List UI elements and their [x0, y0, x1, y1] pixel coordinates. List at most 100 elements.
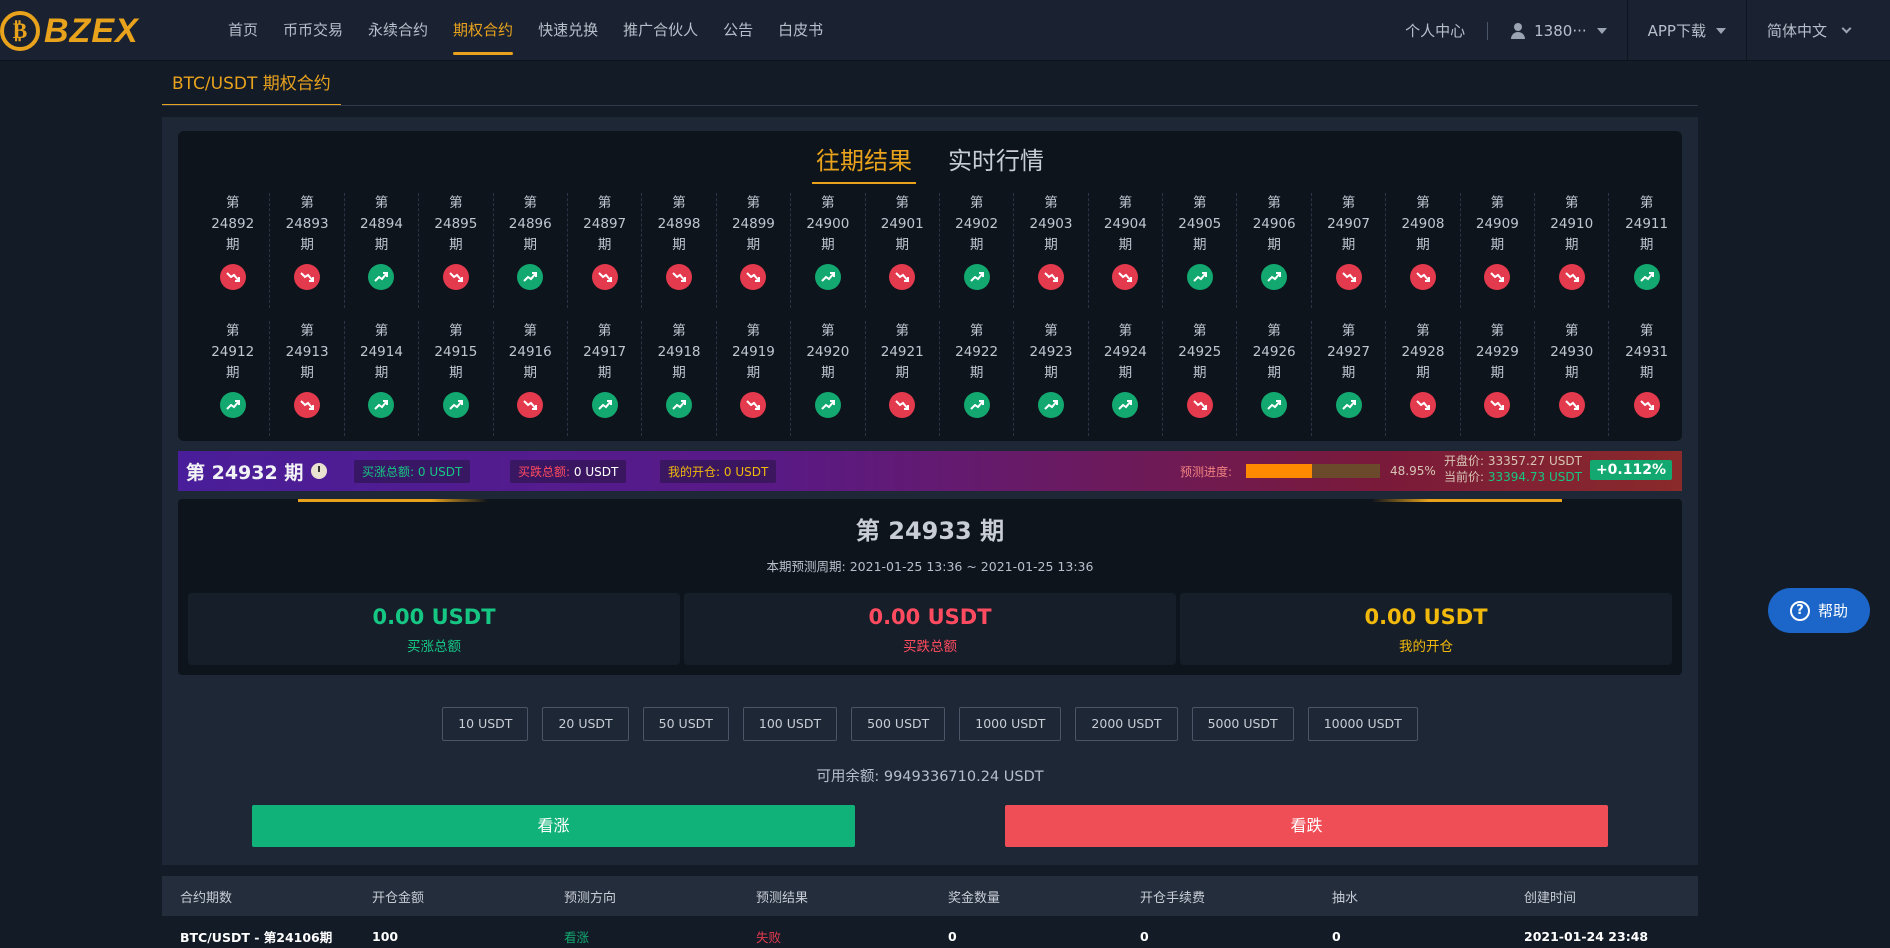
period-cell: 第 24895 期 [419, 193, 494, 308]
bitcoin-coin-icon: ₿ [0, 11, 40, 51]
period-cell: 第 24906 期 [1237, 193, 1312, 308]
period-suffix: 期 [746, 237, 761, 253]
help-button[interactable]: ? 帮助 [1768, 588, 1870, 633]
current-price-value: 33394.73 USDT [1487, 470, 1582, 484]
total-box: 0.00 USDT 我的开仓 [1180, 593, 1672, 665]
period-cell: 第 24925 期 [1163, 321, 1238, 436]
buy-up-total-label: 买涨总额: [362, 464, 415, 479]
trend-up-icon [814, 392, 841, 418]
period-prefix: 第 [1341, 195, 1356, 211]
period-number: 24931 [1625, 344, 1669, 360]
language-select[interactable]: 简体中文 [1767, 20, 1852, 41]
amount-button[interactable]: 100 USDT [742, 707, 838, 741]
period-number: 24916 [508, 344, 552, 360]
nav-item[interactable]: 首页 [228, 21, 259, 39]
buy-up-button[interactable]: 看涨 [252, 805, 855, 847]
app-download-menu[interactable]: APP下载 [1648, 20, 1726, 41]
buy-down-button[interactable]: 看跌 [1005, 805, 1608, 847]
period-suffix: 期 [523, 365, 538, 381]
period-number: 24930 [1550, 344, 1594, 360]
total-label: 买跌总额 [903, 639, 957, 655]
trend-down-icon [219, 264, 246, 290]
period-prefix: 第 [449, 323, 463, 339]
amount-button[interactable]: 10 USDT [442, 707, 529, 741]
period-prefix: 第 [300, 323, 314, 339]
trend-up-icon [1037, 392, 1064, 418]
period-prefix: 第 [895, 195, 909, 211]
table-cell: 0 [948, 928, 957, 944]
nav-item[interactable]: 永续合约 [368, 21, 429, 39]
options-panel: 往期结果 实时行情 第 24892 期第 24893 期第 24894 期第 24895 期第 24… [162, 117, 1698, 865]
brand-logo[interactable]: ₿ BZEX [0, 8, 139, 54]
trend-down-icon [1112, 264, 1139, 290]
nav-item[interactable]: 币币交易 [283, 21, 344, 39]
period-number: 24924 [1103, 344, 1147, 360]
period-results-grid: 第 24892 期第 24893 期第 24894 期第 24895 期第 24896 期第 2489… [196, 193, 1684, 449]
open-price-value: 33357.27 USDT [1487, 454, 1582, 468]
column-header: 奖金数量 [948, 890, 1001, 906]
table-cell: BTC/USDT - 第24106期 [180, 929, 333, 945]
period-prefix: 第 [1564, 195, 1579, 211]
table-header: 合约期数 开仓金额 预测方向 预测结果 奖金数量 开仓手续费 抽水 创建时间 [162, 876, 1698, 916]
period-number: 24918 [657, 344, 701, 360]
nav-item[interactable]: 期权合约 [453, 0, 514, 61]
nav-item[interactable]: 推广合伙人 [623, 21, 699, 39]
period-prefix: 第 [374, 323, 389, 339]
period-cell: 第 24917 期 [568, 321, 643, 436]
column-header: 开仓金额 [372, 890, 425, 906]
price-info: 开盘价: 33357.27 USDT 当前价: 33394.73 USDT [1444, 453, 1582, 485]
period-prefix: 第 [1490, 323, 1505, 339]
price-change-badge: +0.112% [1589, 460, 1672, 480]
total-value: 0.00 USDT [1364, 605, 1488, 629]
available-balance: 可用余额: 9949336710.24 USDT [816, 769, 1044, 785]
amount-button[interactable]: 5000 USDT [1191, 707, 1294, 741]
app-download-label: APP下载 [1647, 22, 1706, 40]
period-prefix: 第 [1490, 195, 1505, 211]
period-cell: 第 24898 期 [642, 193, 717, 308]
period-prefix: 第 [821, 195, 835, 211]
period-cell: 第 24921 期 [866, 321, 940, 436]
tab-history-1[interactable]: 实时行情 [948, 147, 1044, 175]
amount-button[interactable]: 2000 USDT [1075, 707, 1178, 741]
period-cell: 第 24923 期 [1014, 321, 1089, 436]
period-suffix: 期 [895, 365, 909, 381]
nav-item[interactable]: 快速兑换 [538, 21, 599, 39]
period-cell: 第 24920 期 [791, 321, 866, 436]
nav-item[interactable]: 公告 [723, 21, 754, 39]
my-position-value: 0 USDT [723, 464, 769, 479]
main-nav: 首页 币币交易 永续合约 期权合约 快速兑换 推广合伙人 公告 白皮书 [228, 0, 848, 61]
period-number: 24894 [360, 216, 403, 232]
period-number: 24927 [1327, 344, 1371, 360]
tab-history-0[interactable]: 往期结果 [812, 141, 916, 184]
amount-button[interactable]: 500 USDT [851, 707, 946, 741]
contract-tab[interactable]: BTC/USDT 期权合约 [162, 62, 341, 106]
period-prefix: 第 [1044, 195, 1058, 211]
period-prefix: 第 [597, 195, 612, 211]
period-cell: 第 24910 期 [1535, 193, 1610, 308]
nav-item[interactable]: 白皮书 [778, 21, 824, 39]
period-cell: 第 24930 期 [1535, 321, 1610, 436]
amount-button[interactable]: 20 USDT [542, 707, 629, 741]
period-prefix: 第 [746, 323, 761, 339]
amount-button[interactable]: 50 USDT [642, 707, 729, 741]
period-prefix: 第 [821, 323, 835, 339]
amount-button[interactable]: 10000 USDT [1307, 707, 1418, 741]
table-cell: 失败 [756, 929, 782, 945]
trend-down-icon [517, 392, 544, 418]
trend-up-icon [517, 264, 544, 290]
user-menu[interactable]: 1380··· [1510, 22, 1607, 40]
period-number: 24897 [583, 216, 627, 232]
period-cell: 第 24919 期 [717, 321, 792, 436]
tab-divider [162, 105, 1698, 106]
period-cell: 第 24897 期 [568, 193, 643, 308]
period-cell: 第 24918 期 [642, 321, 717, 436]
period-cell: 第 24926 期 [1237, 321, 1312, 436]
period-suffix: 期 [1267, 365, 1281, 381]
amount-button[interactable]: 1000 USDT [959, 707, 1062, 741]
period-suffix: 期 [1416, 237, 1430, 253]
period-prefix: 第 [1639, 195, 1654, 211]
period-prefix: 第 [1193, 195, 1207, 211]
brand-name: BZEX [44, 11, 139, 50]
personal-center-link[interactable]: 个人中心 [1405, 22, 1466, 40]
period-suffix: 期 [1341, 365, 1356, 381]
